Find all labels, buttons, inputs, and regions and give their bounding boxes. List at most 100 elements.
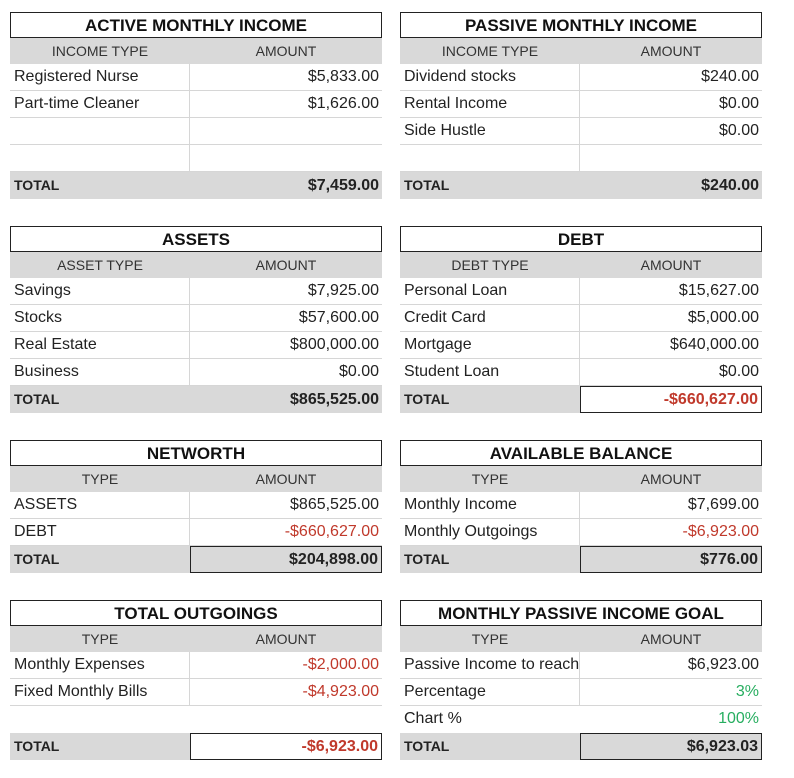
row-amount[interactable]: -$6,923.00	[682, 523, 759, 540]
row-amount[interactable]: $800,000.00	[290, 336, 379, 353]
row-label[interactable]: Monthly Expenses	[10, 652, 190, 678]
total-row: TOTAL $7,459.00	[10, 172, 382, 199]
panel-title: ASSETS	[10, 226, 382, 252]
row-label[interactable]	[400, 145, 580, 171]
row-amount[interactable]: $640,000.00	[670, 336, 759, 353]
table-row[interactable]: Monthly Outgoings -$6,923.00	[400, 519, 762, 546]
networth-panel: NETWORTH TYPE AMOUNT ASSETS $865,525.00 D…	[10, 440, 382, 573]
table-row[interactable]: Savings $7,925.00	[10, 278, 382, 305]
table-row[interactable]: Rental Income $0.00	[400, 91, 762, 118]
row-amount[interactable]	[190, 118, 382, 144]
table-row[interactable]: Passive Income to reach $6,923.00	[400, 652, 762, 679]
header-amount: AMOUNT	[255, 43, 317, 59]
total-row: TOTAL -$6,923.00	[10, 733, 382, 760]
table-row[interactable]: Monthly Expenses -$2,000.00	[10, 652, 382, 679]
row-amount[interactable]: -$2,000.00	[302, 656, 379, 673]
table-row[interactable]	[10, 706, 382, 733]
total-row: TOTAL $865,525.00	[10, 386, 382, 413]
table-row[interactable]: Part-time Cleaner $1,626.00	[10, 91, 382, 118]
total-amount: $240.00	[701, 177, 759, 194]
header-type: INCOME TYPE	[51, 43, 149, 59]
row-label[interactable]	[10, 118, 190, 144]
row-label[interactable]	[10, 145, 190, 171]
table-row[interactable]: Side Hustle $0.00	[400, 118, 762, 145]
table-row[interactable]: Student Loan $0.00	[400, 359, 762, 386]
row-label[interactable]: Monthly Income	[400, 492, 580, 518]
available-balance-panel: AVAILABLE BALANCE TYPE AMOUNT Monthly In…	[400, 440, 762, 573]
table-row[interactable]	[10, 145, 382, 172]
row-label[interactable]: Student Loan	[400, 359, 580, 385]
total-amount: -$6,923.00	[190, 733, 382, 760]
table-row[interactable]: Stocks $57,600.00	[10, 305, 382, 332]
row-label[interactable]: Stocks	[10, 305, 190, 331]
row-amount[interactable]: $240.00	[701, 68, 759, 85]
table-row[interactable]: Real Estate $800,000.00	[10, 332, 382, 359]
row-amount[interactable]	[580, 145, 762, 171]
row-amount[interactable]: $15,627.00	[678, 282, 759, 299]
table-row[interactable]: Percentage 3%	[400, 679, 762, 706]
row-amount[interactable]: $0.00	[718, 95, 759, 112]
table-row[interactable]: Chart % 100%	[400, 706, 762, 733]
table-row[interactable]	[400, 145, 762, 172]
row-amount[interactable]: $7,699.00	[687, 496, 759, 513]
table-row[interactable]: DEBT -$660,627.00	[10, 519, 382, 546]
row-label[interactable]: Part-time Cleaner	[10, 91, 190, 117]
row-label[interactable]: Fixed Monthly Bills	[10, 679, 190, 705]
row-amount[interactable]: -$4,923.00	[302, 683, 379, 700]
row-amount[interactable]: $57,600.00	[298, 309, 379, 326]
row-amount[interactable]	[190, 145, 382, 171]
row-label[interactable]: Credit Card	[400, 305, 580, 331]
row-amount[interactable]: $1,626.00	[307, 95, 379, 112]
total-amount: $204,898.00	[190, 546, 382, 573]
row-amount[interactable]: $865,525.00	[290, 496, 379, 513]
table-row[interactable]: Monthly Income $7,699.00	[400, 492, 762, 519]
table-row[interactable]: Mortgage $640,000.00	[400, 332, 762, 359]
row-label[interactable]: Mortgage	[400, 332, 580, 358]
row-amount[interactable]	[190, 706, 382, 733]
row-amount[interactable]: $5,000.00	[687, 309, 759, 326]
table-row[interactable]: Personal Loan $15,627.00	[400, 278, 762, 305]
row-amount[interactable]: $0.00	[718, 363, 759, 380]
table-row[interactable]: Business $0.00	[10, 359, 382, 386]
row-label[interactable]: Percentage	[400, 679, 580, 705]
table-row[interactable]: Fixed Monthly Bills -$4,923.00	[10, 679, 382, 706]
row-label[interactable]: Side Hustle	[400, 118, 580, 144]
table-row[interactable]: ASSETS $865,525.00	[10, 492, 382, 519]
table-row[interactable]: Credit Card $5,000.00	[400, 305, 762, 332]
row-amount[interactable]: 3%	[735, 683, 759, 700]
row-label[interactable]: Rental Income	[400, 91, 580, 117]
row-label[interactable]: Monthly Outgoings	[400, 519, 580, 545]
row-label[interactable]: Passive Income to reach	[400, 652, 580, 678]
total-amount: $776.00	[580, 546, 762, 573]
row-amount[interactable]: 100%	[718, 710, 759, 727]
row-label[interactable]: Real Estate	[10, 332, 190, 358]
row-amount[interactable]: $0.00	[718, 122, 759, 139]
row-label[interactable]: DEBT	[10, 519, 190, 545]
row-amount[interactable]: -$660,627.00	[284, 523, 379, 540]
row-amount[interactable]: $0.00	[338, 363, 379, 380]
total-label: TOTAL	[14, 551, 60, 567]
row-amount[interactable]: $5,833.00	[307, 68, 379, 85]
row-amount[interactable]: $6,923.00	[687, 656, 759, 673]
table-row[interactable]	[10, 118, 382, 145]
row-label[interactable]: Savings	[10, 278, 190, 304]
column-header: INCOME TYPE AMOUNT	[400, 38, 762, 64]
passive-income-goal-panel: MONTHLY PASSIVE INCOME GOAL TYPE AMOUNT …	[400, 600, 762, 760]
panel-title: MONTHLY PASSIVE INCOME GOAL	[400, 600, 762, 626]
row-label[interactable]: Business	[10, 359, 190, 385]
row-amount[interactable]: $7,925.00	[307, 282, 379, 299]
row-label[interactable]: Dividend stocks	[400, 64, 580, 90]
active-income-panel: ACTIVE MONTHLY INCOME INCOME TYPE AMOUNT…	[10, 12, 382, 199]
column-header: TYPE AMOUNT	[400, 626, 762, 652]
total-amount: $6,923.03	[580, 733, 762, 760]
row-label[interactable]: Personal Loan	[400, 278, 580, 304]
row-label[interactable]	[10, 706, 190, 733]
table-row[interactable]: Registered Nurse $5,833.00	[10, 64, 382, 91]
row-label[interactable]: ASSETS	[10, 492, 190, 518]
panel-title: TOTAL OUTGOINGS	[10, 600, 382, 626]
total-row: TOTAL $776.00	[400, 546, 762, 573]
row-label[interactable]: Registered Nurse	[10, 64, 190, 90]
total-label: TOTAL	[14, 391, 60, 407]
row-label[interactable]: Chart %	[404, 710, 462, 727]
table-row[interactable]: Dividend stocks $240.00	[400, 64, 762, 91]
